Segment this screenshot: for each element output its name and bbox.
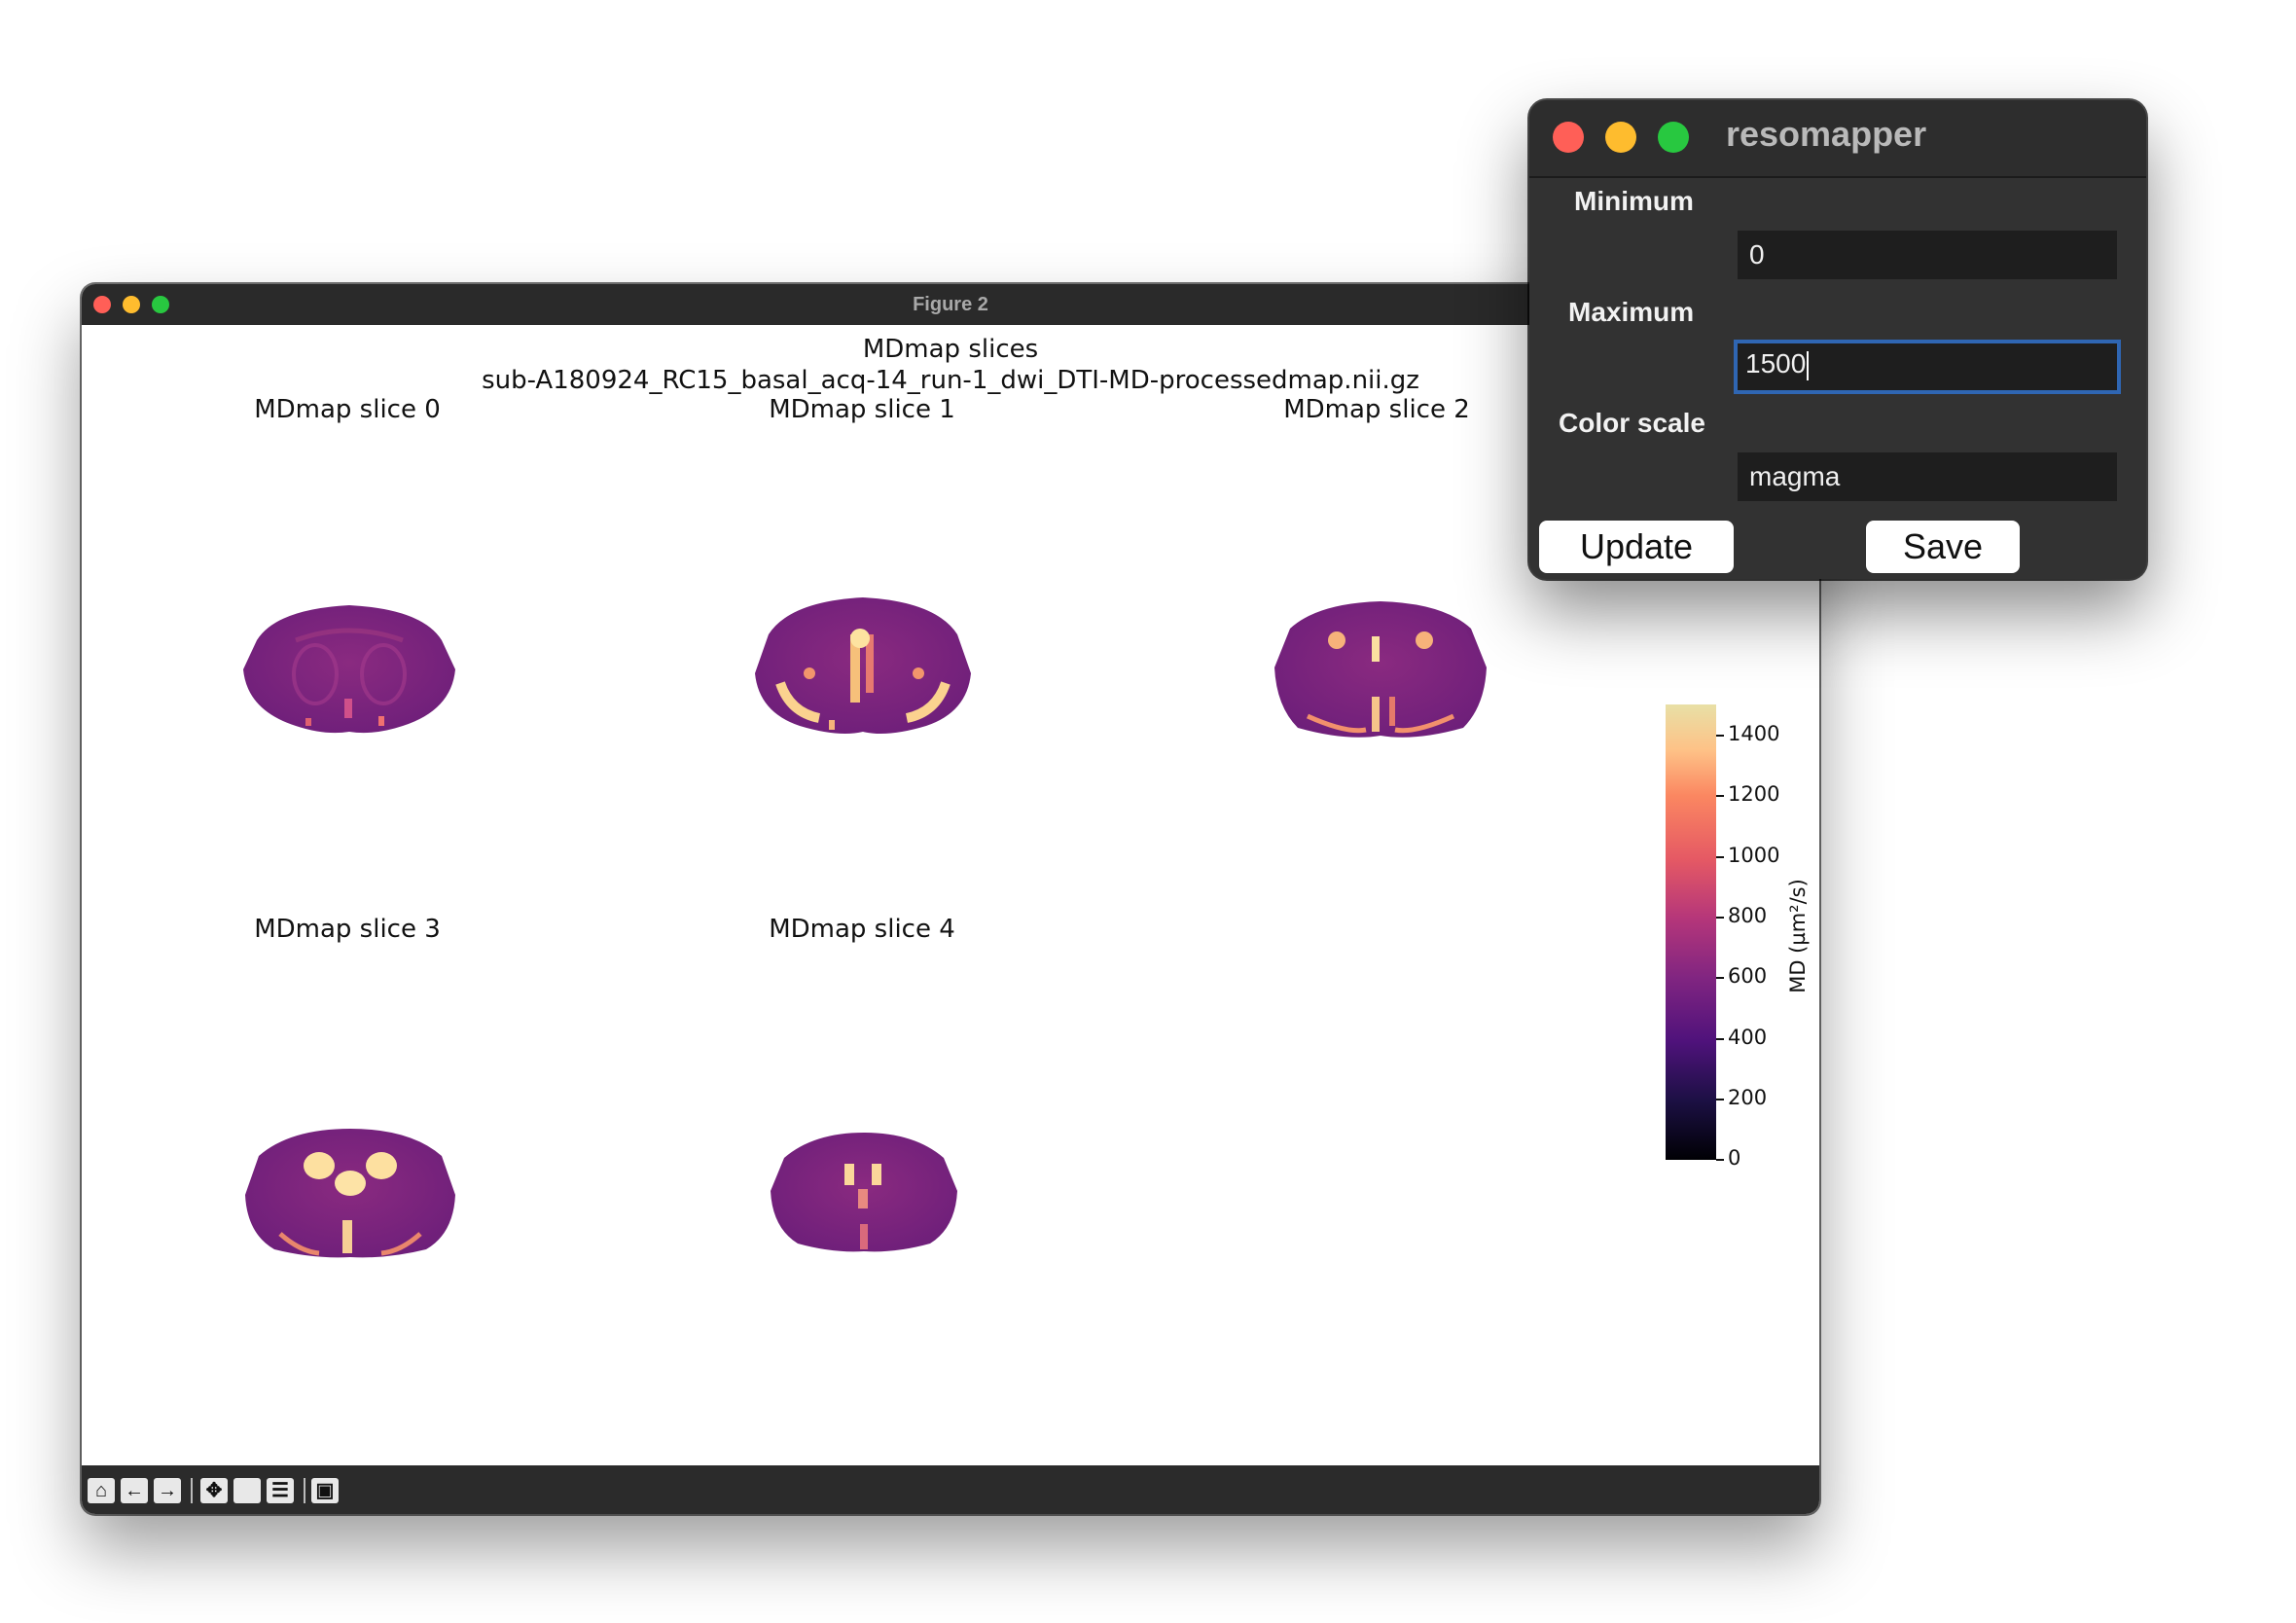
maximize-window-button[interactable] — [1658, 122, 1689, 153]
toolbar-separator — [191, 1478, 193, 1503]
brain-slice-1-image — [755, 597, 971, 734]
colorbar — [1666, 704, 1716, 1160]
brain-slice-2-image — [1274, 601, 1487, 738]
minimize-window-button[interactable] — [123, 296, 140, 313]
resomapper-window: resomapper Minimum 0 Maximum 1500 Color … — [1529, 100, 2146, 579]
colorbar-tick-mark — [1716, 1038, 1724, 1040]
colorbar-tick-mark — [1716, 795, 1724, 797]
save-button[interactable]: Save — [1866, 521, 2020, 573]
back-arrow-icon[interactable]: ← — [121, 1478, 148, 1503]
figure-suptitle: MDmap slices — [862, 335, 1039, 364]
colorbar-tick-mark — [1716, 1099, 1724, 1100]
zoom-icon[interactable] — [233, 1478, 261, 1503]
axis-title-slice-2: MDmap slice 2 — [1283, 395, 1470, 424]
colorbar-tick-label: 1400 — [1728, 722, 1780, 745]
resomapper-title: resomapper — [1726, 114, 1927, 154]
maximum-field[interactable]: 1500 — [1734, 340, 2121, 394]
axis-title-slice-1: MDmap slice 1 — [769, 395, 955, 424]
maximum-field-value: 1500 — [1745, 348, 1807, 379]
text-caret — [1807, 350, 1810, 380]
colorbar-tick-label: 200 — [1728, 1086, 1768, 1109]
minimize-window-button[interactable] — [1605, 122, 1636, 153]
save-icon[interactable]: ▣ — [311, 1478, 339, 1503]
colorbar-tick-label: 1200 — [1728, 782, 1780, 806]
resomapper-titlebar: resomapper — [1529, 100, 2146, 178]
colorbar-tick-label: 1000 — [1728, 844, 1780, 867]
figure-subtitle-filename: sub-A180924_RC15_basal_acq-14_run-1_dwi_… — [482, 366, 1419, 395]
configure-subplots-icon[interactable]: ☰ — [267, 1478, 294, 1503]
minimum-field[interactable]: 0 — [1738, 231, 2117, 279]
brain-slice-3-image — [245, 1129, 455, 1258]
colorbar-tick-mark — [1716, 917, 1724, 919]
axis-title-slice-3: MDmap slice 3 — [254, 915, 441, 944]
maximize-window-button[interactable] — [152, 296, 169, 313]
brain-slice-4-image — [771, 1133, 957, 1252]
home-icon[interactable]: ⌂ — [88, 1478, 115, 1503]
figure-window-title: Figure 2 — [913, 294, 988, 315]
minimum-label: Minimum — [1574, 186, 1694, 216]
colorbar-tick-mark — [1716, 856, 1724, 858]
brain-slice-0-image — [243, 605, 455, 734]
toolbar-separator — [304, 1478, 305, 1503]
colorbar-tick-label: 0 — [1728, 1146, 1741, 1170]
forward-arrow-icon[interactable]: → — [154, 1478, 181, 1503]
axis-title-slice-0: MDmap slice 0 — [254, 395, 441, 424]
colorbar-tick-label: 800 — [1728, 904, 1768, 927]
colorbar-tick-mark — [1716, 735, 1724, 737]
axis-title-slice-4: MDmap slice 4 — [769, 915, 955, 944]
colorbar-tick-mark — [1716, 1159, 1724, 1161]
color-scale-field[interactable]: magma — [1738, 452, 2117, 501]
colorbar-label: MD (µm²/s) — [1786, 879, 1810, 993]
figure-canvas: MDmap slices sub-A180924_RC15_basal_acq-… — [82, 325, 1819, 1465]
maximum-label: Maximum — [1568, 297, 1695, 327]
close-window-button[interactable] — [93, 296, 111, 313]
colorbar-tick-mark — [1716, 977, 1724, 979]
close-window-button[interactable] — [1553, 122, 1584, 153]
update-button[interactable]: Update — [1539, 521, 1734, 573]
colorbar-tick-label: 400 — [1728, 1026, 1768, 1049]
colorbar-tick-label: 600 — [1728, 964, 1768, 988]
pan-icon[interactable]: ✥ — [200, 1478, 228, 1503]
color-scale-label: Color scale — [1559, 408, 1705, 438]
figure-toolbar: ⌂ ← → ✥ ☰ ▣ — [82, 1465, 1819, 1514]
